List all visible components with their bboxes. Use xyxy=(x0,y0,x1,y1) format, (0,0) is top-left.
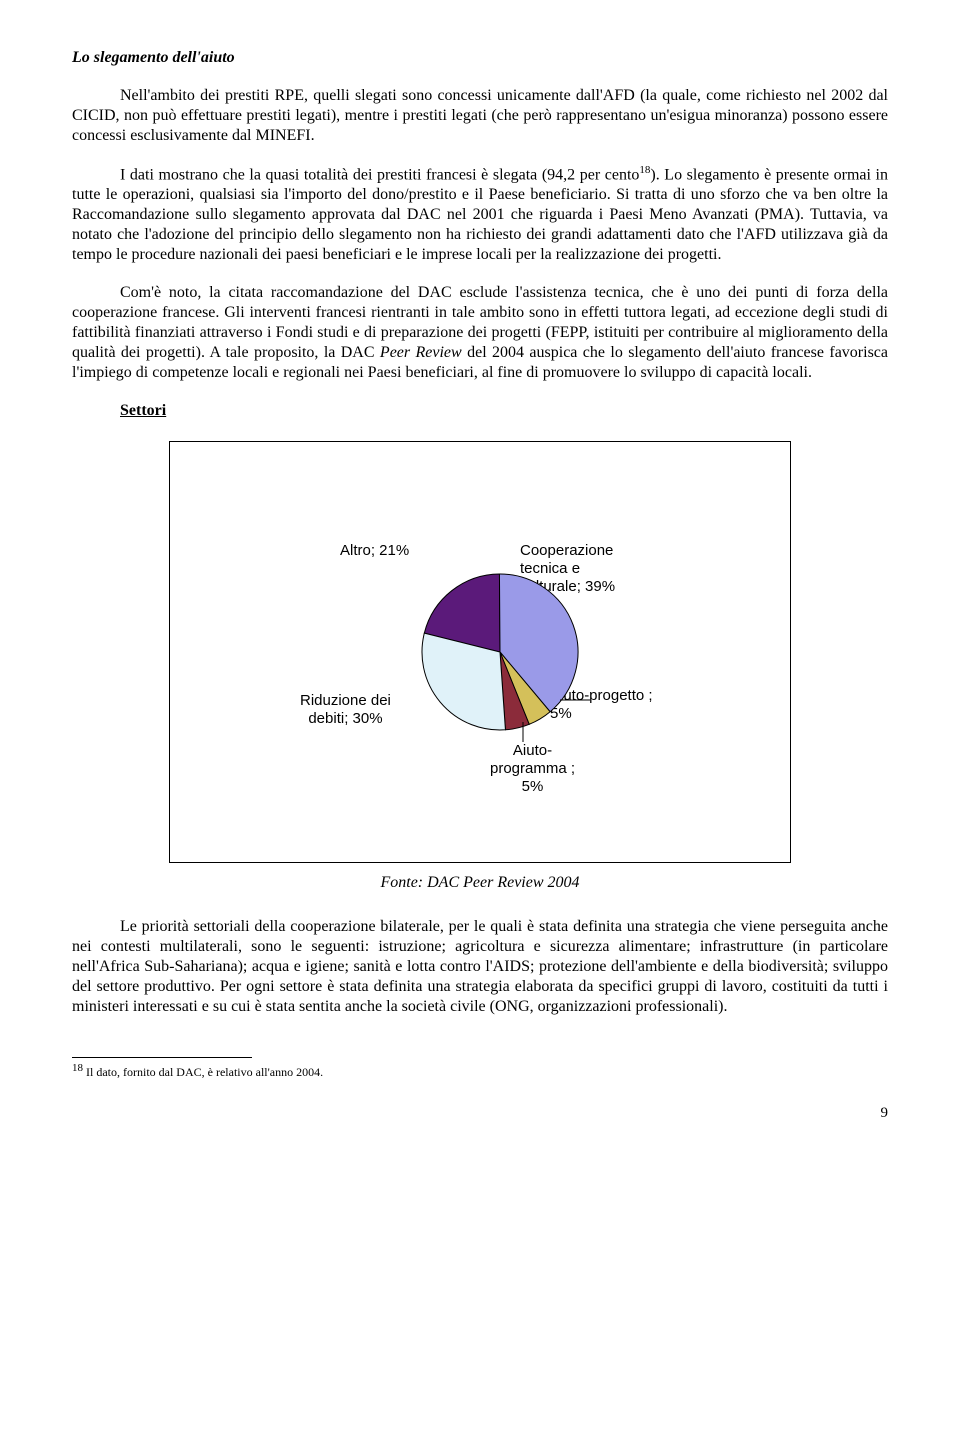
page-number: 9 xyxy=(72,1104,888,1123)
section-heading: Lo slegamento dell'aiuto xyxy=(72,48,888,68)
label-altro: Altro; 21% xyxy=(340,542,409,560)
label-aiuto-programma-l3: 5% xyxy=(490,778,575,796)
footnote-18: 18 Il dato, fornito dal DAC, è relativo … xyxy=(72,1062,888,1080)
footnote-separator xyxy=(72,1057,252,1058)
section-title-settori: Settori xyxy=(120,401,888,421)
footnote-ref-18: 18 xyxy=(639,164,650,176)
label-riduzione-l1: Riduzione dei xyxy=(300,692,391,710)
paragraph-3: Com'è noto, la citata raccomandazione de… xyxy=(72,283,888,383)
paragraph-4: Le priorità settoriali della cooperazion… xyxy=(72,917,888,1017)
paragraph-1: Nell'ambito dei prestiti RPE, quelli sle… xyxy=(72,86,888,146)
footnote-num: 18 xyxy=(72,1062,83,1074)
paragraph-2a: I dati mostrano che la quasi totalità de… xyxy=(120,166,639,183)
label-riduzione-l2: debiti; 30% xyxy=(300,710,391,728)
pie-chart xyxy=(420,572,580,732)
pie-chart-container: Altro; 21% Cooperazione tecnica e cultur… xyxy=(169,441,791,863)
chart-caption: Fonte: DAC Peer Review 2004 xyxy=(72,873,888,893)
paragraph-2: I dati mostrano che la quasi totalità de… xyxy=(72,164,888,265)
label-cooperazione-l1: Cooperazione xyxy=(520,542,615,560)
footnote-text: Il dato, fornito dal DAC, è relativo all… xyxy=(83,1065,323,1079)
para3-italic: Peer Review xyxy=(380,344,462,361)
label-aiuto-programma-l2: programma ; xyxy=(490,760,575,778)
label-aiuto-programma-l1: Aiuto- xyxy=(490,742,575,760)
